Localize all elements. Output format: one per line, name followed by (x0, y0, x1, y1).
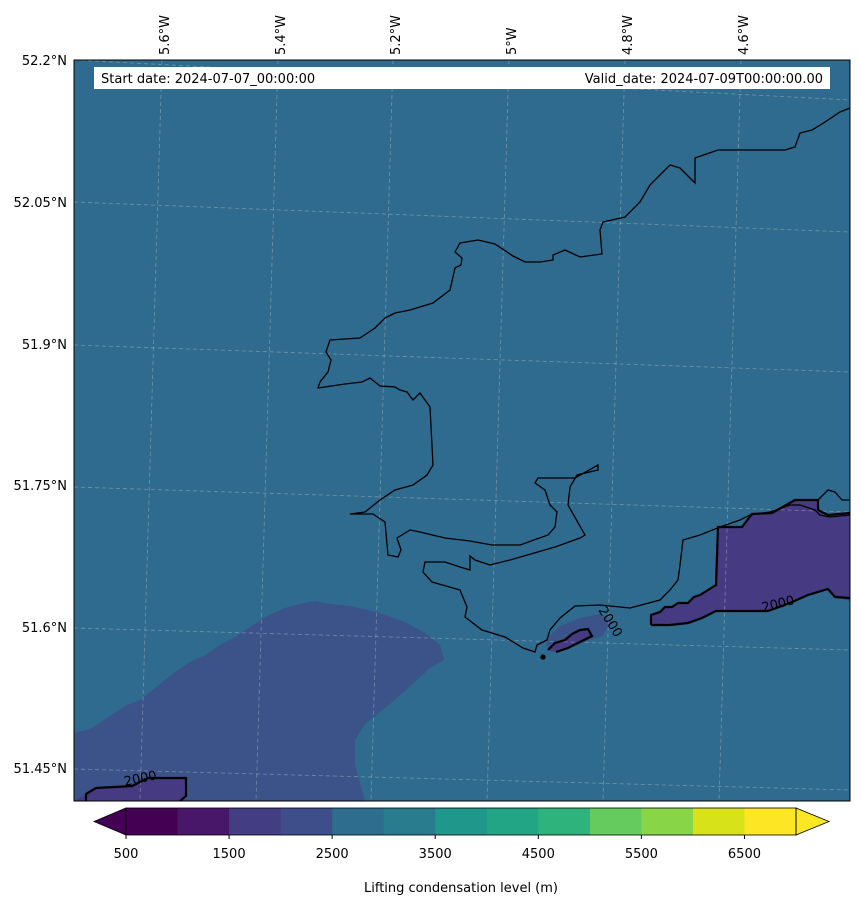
lcl-region-east (651, 500, 850, 625)
start-date-text: Start date: 2024-07-07_00:00:00 (101, 72, 315, 87)
colorbar-bin (126, 808, 179, 835)
colorbar-bin (641, 808, 694, 835)
colorbar-title: Lifting condensation level (m) (364, 881, 558, 896)
info-box (94, 67, 830, 89)
colorbar-bin (229, 808, 282, 835)
colorbar-tick-label: 2500 (316, 847, 349, 862)
lat-label: 51.6°N (22, 621, 67, 636)
colorbar-bin (486, 808, 539, 835)
lat-label: 52.2°N (22, 54, 67, 69)
latitude-labels: 52.2°N 52.05°N 51.9°N 51.75°N 51.6°N 51.… (14, 54, 67, 777)
colorbar-tick-label: 6500 (728, 847, 761, 862)
coastline (317, 107, 850, 653)
lcl-region-coastal-small (548, 629, 592, 652)
colorbar-bin (177, 808, 230, 835)
lon-label: 5°W (505, 27, 520, 55)
valid-date-text: Valid_date: 2024-07-09T00:00:00.00 (585, 72, 823, 87)
map-panel: 2000 2000 2000 Start date: 2024-07-07_00… (74, 60, 850, 801)
lat-label: 51.75°N (14, 479, 67, 494)
lcl-2000-contours (84, 498, 850, 801)
colorbar-tick-label: 500 (114, 847, 139, 862)
colorbar-bin (538, 808, 591, 835)
colorbar-tick-label: 3500 (419, 847, 452, 862)
colorbar: 500 1500 2500 3500 4500 5500 6500 Lifting cond… (92, 807, 831, 896)
lon-label: 4.6°W (737, 15, 752, 55)
contour-label-southwest: 2000 (123, 768, 158, 790)
colorbar-bin (332, 808, 385, 835)
colorbar-frame (125, 807, 797, 836)
colorbar-bin (280, 808, 333, 835)
colorbar-tick-label: 4500 (522, 847, 555, 862)
lon-label: 5.4°W (274, 15, 289, 55)
colorbar-bin (383, 808, 436, 835)
colorbar-bin (744, 808, 797, 835)
lcl-region-southwest-corner (74, 778, 186, 801)
colorbar-bin (589, 808, 642, 835)
colorbar-over-arrow (795, 807, 831, 836)
map-frame (73, 59, 851, 802)
colorbar-bin (692, 808, 745, 835)
lon-label: 5.2°W (389, 15, 404, 55)
colorbar-tick-label: 5500 (625, 847, 658, 862)
longitude-labels: 5.6°W 5.4°W 5.2°W 5°W 4.8°W 4.6°W (158, 15, 752, 55)
lat-label: 52.05°N (14, 196, 67, 211)
lon-label: 4.8°W (621, 15, 636, 55)
colorbar-tick-label: 1500 (213, 847, 246, 862)
lat-label: 51.9°N (22, 338, 67, 353)
lon-label: 5.6°W (158, 15, 173, 55)
colorbar-bin (435, 808, 488, 835)
lcl-region-southwest (74, 601, 444, 801)
colorbar-under-arrow (92, 807, 127, 836)
lat-label: 51.45°N (14, 762, 67, 777)
